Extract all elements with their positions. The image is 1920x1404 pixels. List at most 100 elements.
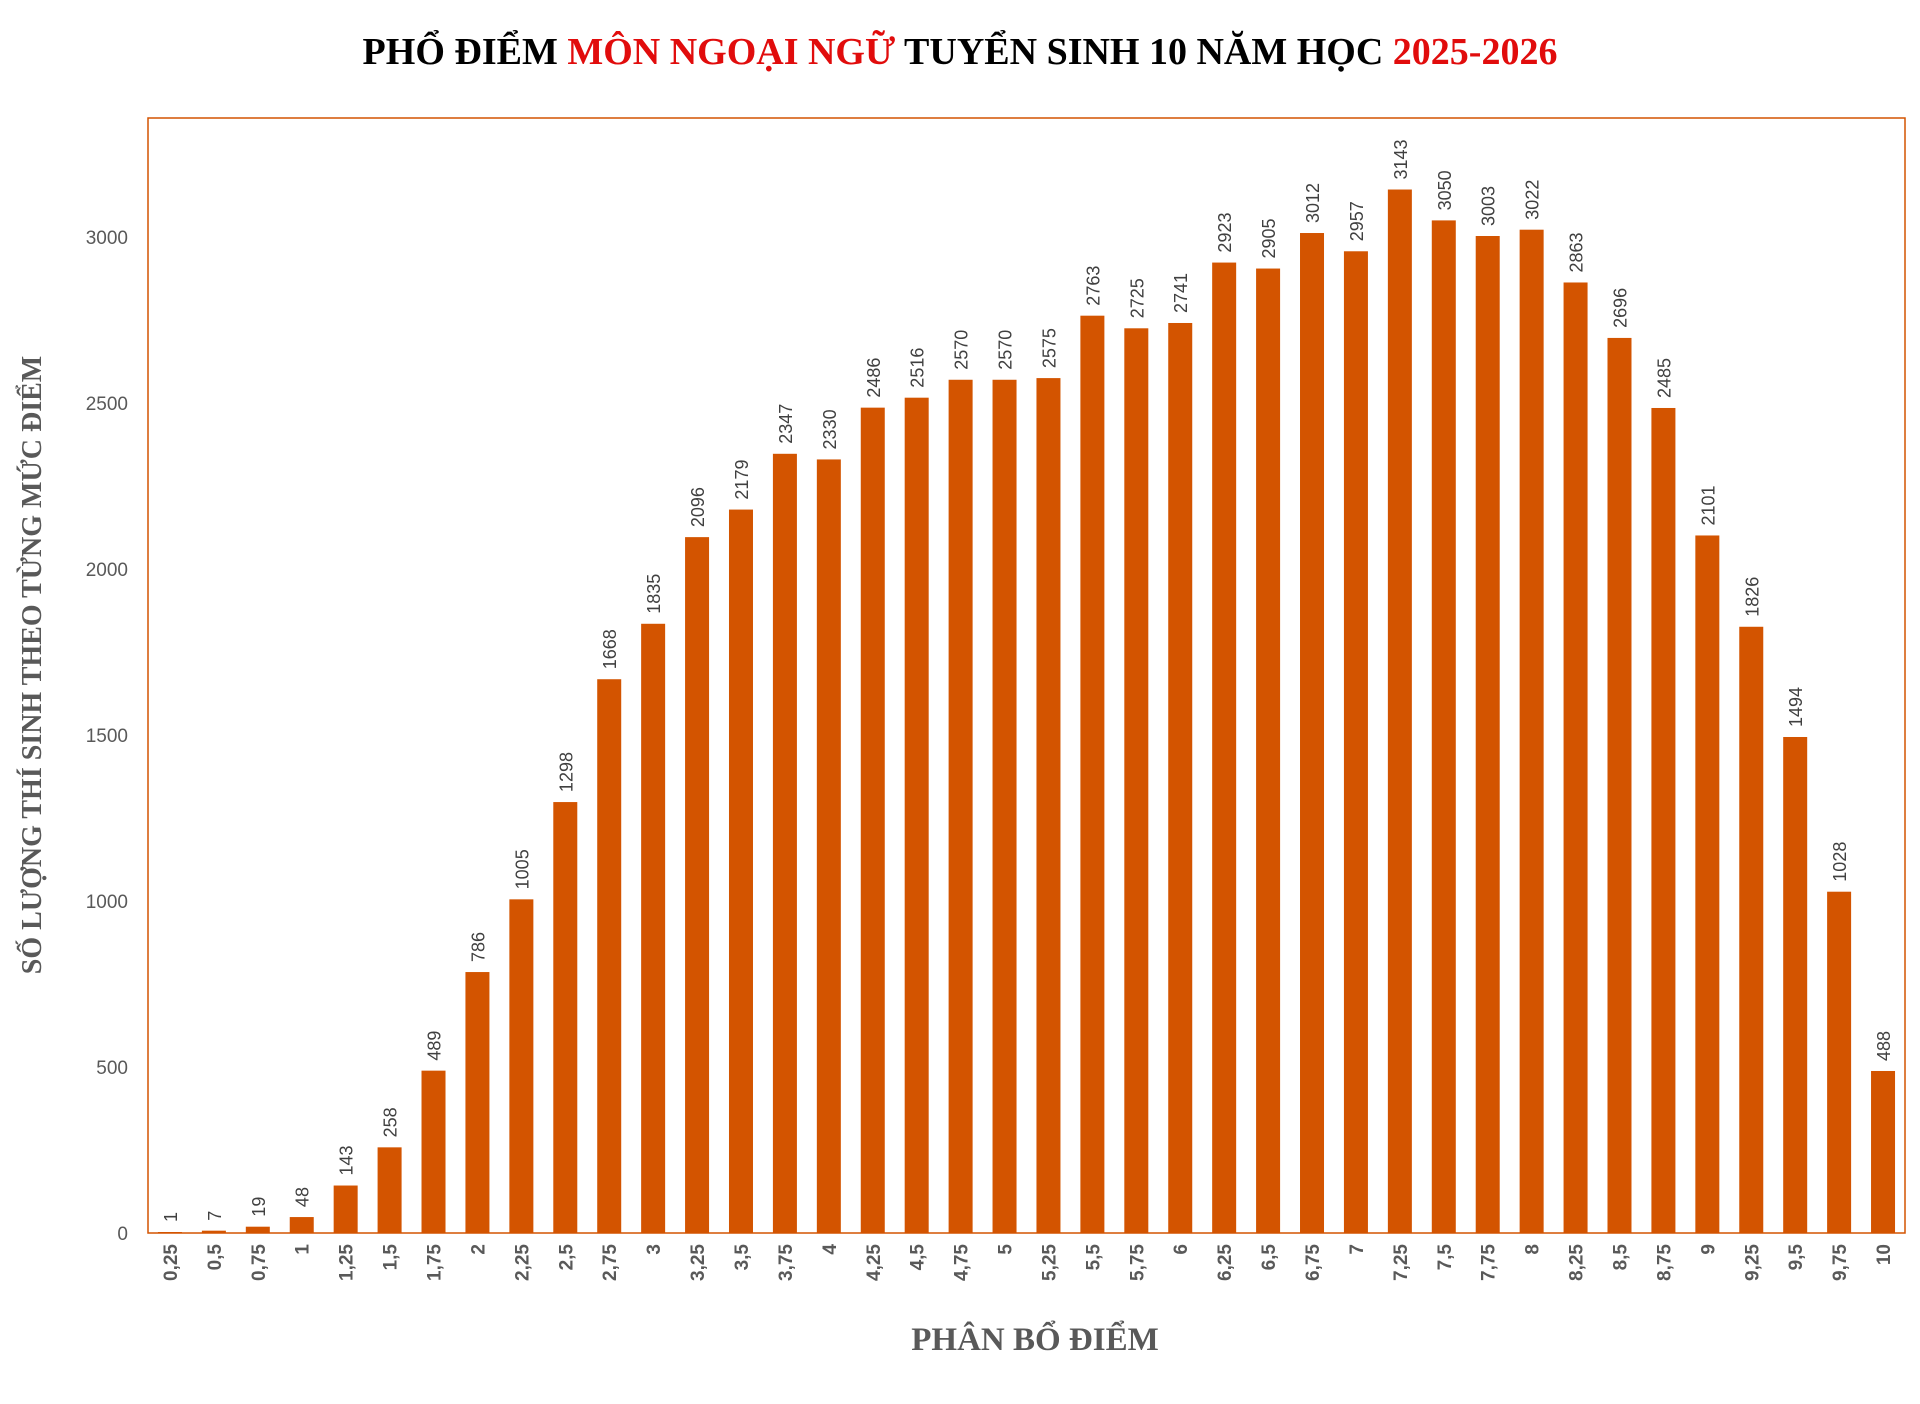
bar-data-label: 2957 <box>1347 201 1367 241</box>
bar <box>377 1147 402 1233</box>
bar <box>597 679 622 1233</box>
x-tick-label: 1,25 <box>337 1244 358 1281</box>
plot-area-frame <box>147 117 1906 1234</box>
bar-data-label: 2696 <box>1610 288 1630 328</box>
bar-data-label: 3022 <box>1523 180 1543 220</box>
bar-data-label: 3050 <box>1435 170 1455 210</box>
x-tick-label: 7,25 <box>1391 1244 1412 1281</box>
bar <box>1168 322 1193 1233</box>
x-tick-label: 4,75 <box>952 1244 973 1281</box>
y-tick-label: 1500 <box>86 726 128 747</box>
bar-data-label: 2179 <box>732 460 752 500</box>
bar-data-label: 3143 <box>1391 139 1411 179</box>
bar-data-label: 2741 <box>1171 273 1191 313</box>
x-tick-label: 2 <box>468 1244 489 1255</box>
bar <box>1300 233 1325 1234</box>
x-tick-label: 8,5 <box>1610 1244 1631 1271</box>
bar-data-label: 2575 <box>1039 328 1059 368</box>
bar <box>1695 535 1720 1233</box>
title-part-1: PHỔ ĐIỂM <box>362 31 568 73</box>
bar <box>728 509 753 1233</box>
x-tick-label: 0,5 <box>205 1244 226 1271</box>
bar-data-label: 2486 <box>864 358 884 398</box>
bar-data-label: 2725 <box>1127 278 1147 318</box>
bar <box>1343 251 1368 1233</box>
bar-data-label: 3012 <box>1303 183 1323 223</box>
x-tick-label: 7 <box>1347 1244 1368 1255</box>
bar <box>1036 378 1061 1234</box>
x-tick-label: 5,75 <box>1127 1244 1148 1281</box>
chart-title: PHỔ ĐIỂM MÔN NGOẠI NGỮ TUYỂN SINH 10 NĂM… <box>0 30 1920 74</box>
bar-data-label: 1835 <box>644 574 664 614</box>
x-tick-label: 1,5 <box>381 1244 402 1271</box>
bar-data-label: 2905 <box>1259 218 1279 258</box>
bar <box>860 407 885 1233</box>
x-tick-label: 9,25 <box>1742 1244 1763 1281</box>
bar-data-label: 1 <box>161 1212 181 1222</box>
bar-data-label: 1005 <box>512 849 532 889</box>
bar <box>904 397 929 1233</box>
x-tick-label: 3,75 <box>776 1244 797 1281</box>
x-tick-label: 3,5 <box>732 1244 753 1271</box>
title-part-3: TUYỂN SINH 10 NĂM HỌC <box>895 31 1393 73</box>
x-tick-label: 5 <box>996 1244 1017 1255</box>
y-tick-label: 2000 <box>86 560 128 581</box>
x-tick-label: 5,25 <box>1039 1244 1060 1281</box>
bar-data-label: 1668 <box>600 629 620 669</box>
x-tick-label: 8,25 <box>1567 1244 1588 1281</box>
y-axis-ticks: 0 500 1000 1500 2000 2500 3000 <box>86 228 128 1245</box>
x-tick-label: 4,5 <box>908 1244 929 1271</box>
x-tick-label: 5,5 <box>1083 1244 1104 1271</box>
y-tick-label: 2500 <box>86 394 128 415</box>
x-tick-label: 7,75 <box>1479 1244 1500 1281</box>
x-tick-label: 4,25 <box>864 1244 885 1281</box>
bar <box>333 1185 358 1233</box>
bar <box>1739 626 1764 1233</box>
bar-data-label: 786 <box>468 932 488 962</box>
bar <box>1827 891 1852 1233</box>
bar-data-label: 143 <box>337 1145 357 1175</box>
x-tick-label: 8 <box>1523 1244 1544 1255</box>
x-tick-label: 7,5 <box>1435 1244 1456 1271</box>
bar-data-label: 488 <box>1874 1031 1894 1061</box>
bar <box>1871 1070 1896 1233</box>
bar-data-label: 2096 <box>688 487 708 527</box>
bar <box>685 537 710 1233</box>
bar-data-label: 2516 <box>908 348 928 388</box>
x-tick-label: 6 <box>1171 1244 1192 1255</box>
x-tick-label: 6,5 <box>1259 1244 1280 1271</box>
x-tick-label: 1,75 <box>425 1244 446 1281</box>
x-tick-label: 2,25 <box>512 1244 533 1281</box>
bar-data-label: 2570 <box>952 330 972 370</box>
x-axis-title: PHÂN BỔ ĐIỂM <box>911 1319 1159 1358</box>
bar-data-label: 2570 <box>996 330 1016 370</box>
bar <box>1651 407 1676 1234</box>
bar <box>816 459 841 1233</box>
x-tick-label: 9,5 <box>1786 1244 1807 1271</box>
bar <box>1563 282 1588 1233</box>
bar <box>1431 220 1456 1233</box>
x-tick-label: 9 <box>1698 1244 1719 1255</box>
bar <box>1080 315 1105 1234</box>
bar <box>289 1217 314 1233</box>
x-axis-ticks: 0,25 0,5 0,75 1 1,25 1,5 1,75 2 2,25 2,5 2,75 3 3,25… <box>161 1244 1895 1281</box>
bar-data-label: 2330 <box>820 409 840 449</box>
bar <box>465 972 490 1233</box>
bar <box>157 1232 182 1233</box>
bar-data-label: 2347 <box>776 404 796 444</box>
x-tick-label: 3,25 <box>688 1244 709 1281</box>
bar <box>245 1226 270 1233</box>
bar-data-label: 1028 <box>1830 842 1850 882</box>
x-tick-label: 8,75 <box>1654 1244 1675 1281</box>
x-tick-label: 3 <box>644 1244 665 1255</box>
x-tick-label: 0,25 <box>161 1244 182 1281</box>
bar <box>948 379 973 1233</box>
bars-group <box>157 189 1896 1234</box>
x-tick-label: 6,75 <box>1303 1244 1324 1281</box>
x-tick-label: 10 <box>1874 1244 1895 1265</box>
bar <box>1475 236 1500 1233</box>
bar <box>992 379 1017 1233</box>
data-labels-group: 1 7 19 48 143 258 489 786 1005 1298 1668 1835 2096 21… <box>161 139 1894 1222</box>
bar <box>772 453 797 1233</box>
bar-data-label: 2763 <box>1083 266 1103 306</box>
